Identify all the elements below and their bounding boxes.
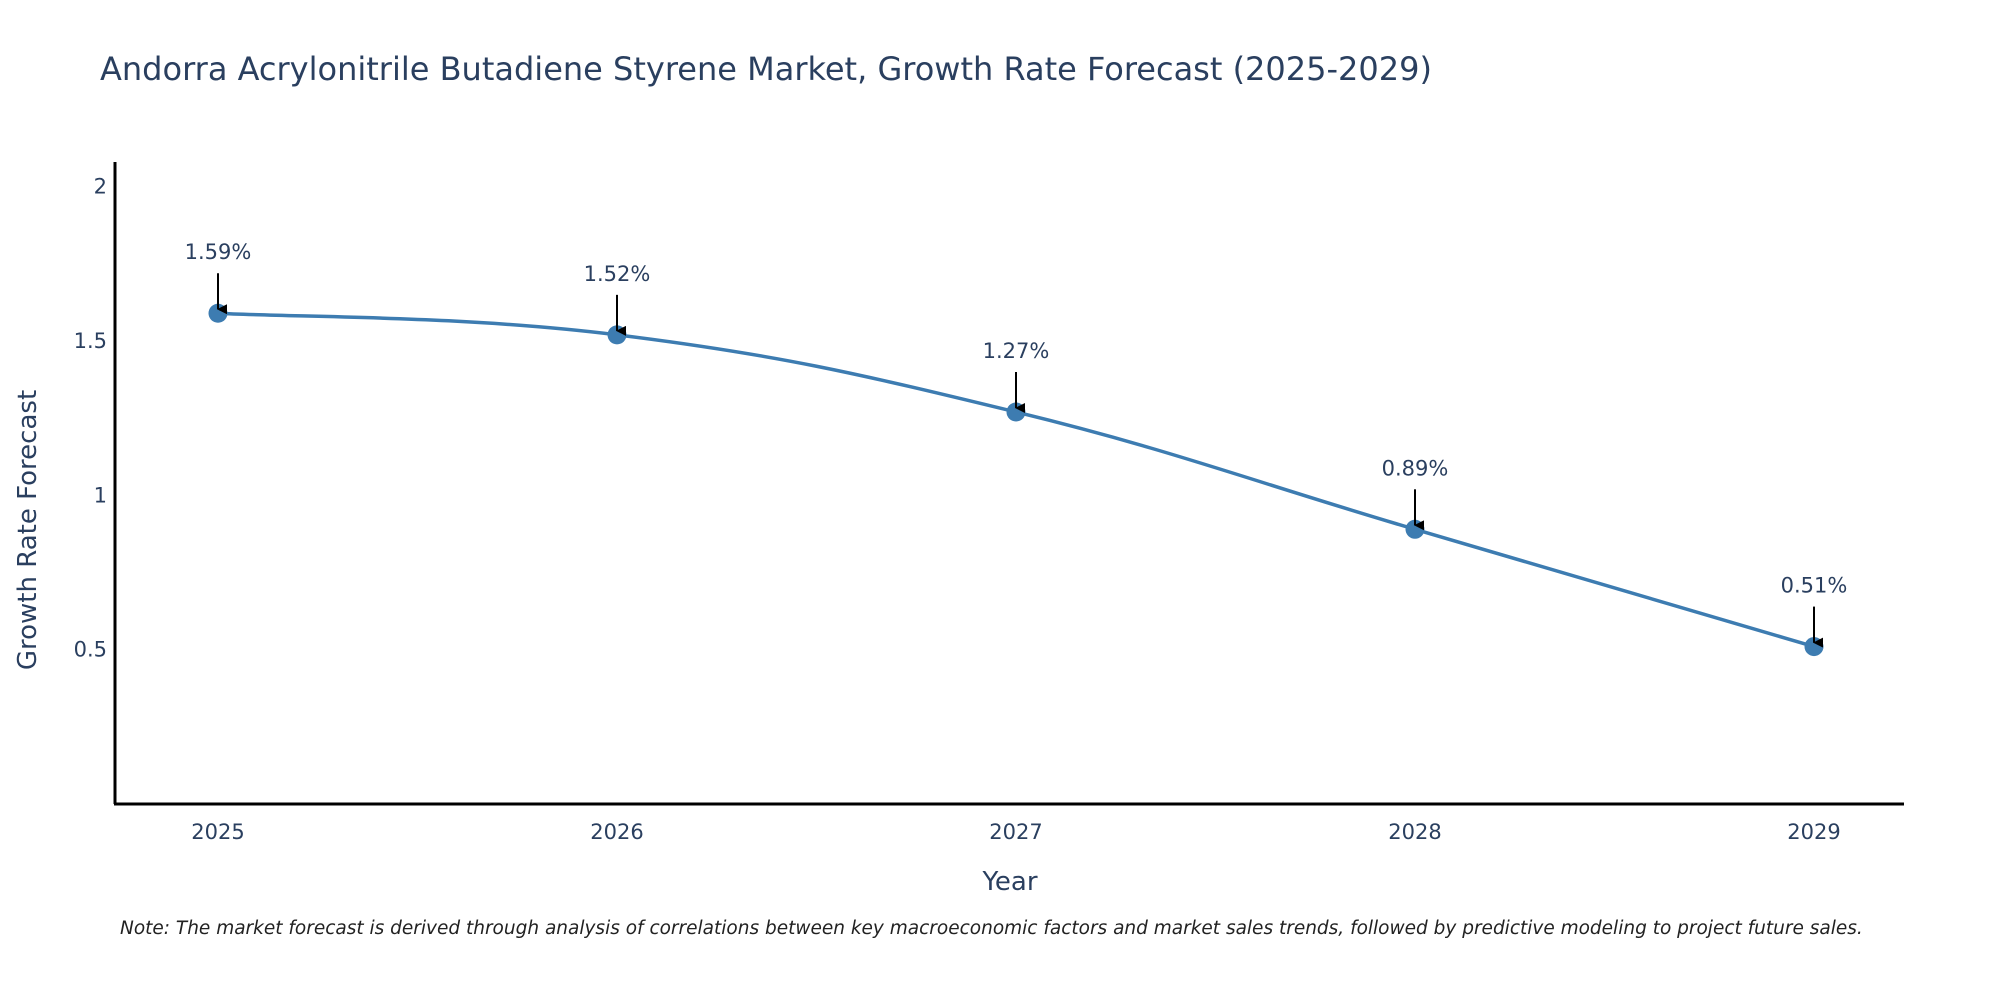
x-tick-label: 2026 (590, 820, 643, 844)
y-axis-title: Growth Rate Forecast (13, 390, 43, 670)
y-axis-ticks: 0.5 1 1.5 2 (74, 175, 107, 662)
x-axis-title: Year (981, 867, 1037, 897)
series-line (217, 311, 1815, 649)
x-tick-label: 2025 (191, 820, 244, 844)
data-label-2027: 1.27% (983, 339, 1050, 363)
y-tick-label: 0.5 (74, 638, 107, 662)
chart-title: Andorra Acrylonitrile Butadiene Styrene … (100, 50, 1432, 88)
x-axis-ticks: 2025 2026 2027 2028 2029 (191, 820, 1840, 844)
x-tick-label: 2027 (989, 820, 1042, 844)
y-tick-label: 2 (94, 175, 107, 199)
y-tick-label: 1.5 (74, 329, 107, 353)
data-label-2026: 1.52% (584, 262, 651, 286)
x-tick-label: 2028 (1388, 820, 1441, 844)
plot-area: 1.59% 1.52% 1.27% 0.89% 0.51% (185, 240, 1848, 657)
y-tick-label: 1 (94, 483, 107, 507)
data-label-2025: 1.59% (185, 240, 252, 264)
methodology-note: Note: The market forecast is derived thr… (120, 918, 1863, 939)
data-label-2029: 0.51% (1781, 574, 1848, 598)
data-label-2028: 0.89% (1382, 456, 1449, 480)
x-tick-label: 2029 (1787, 820, 1840, 844)
